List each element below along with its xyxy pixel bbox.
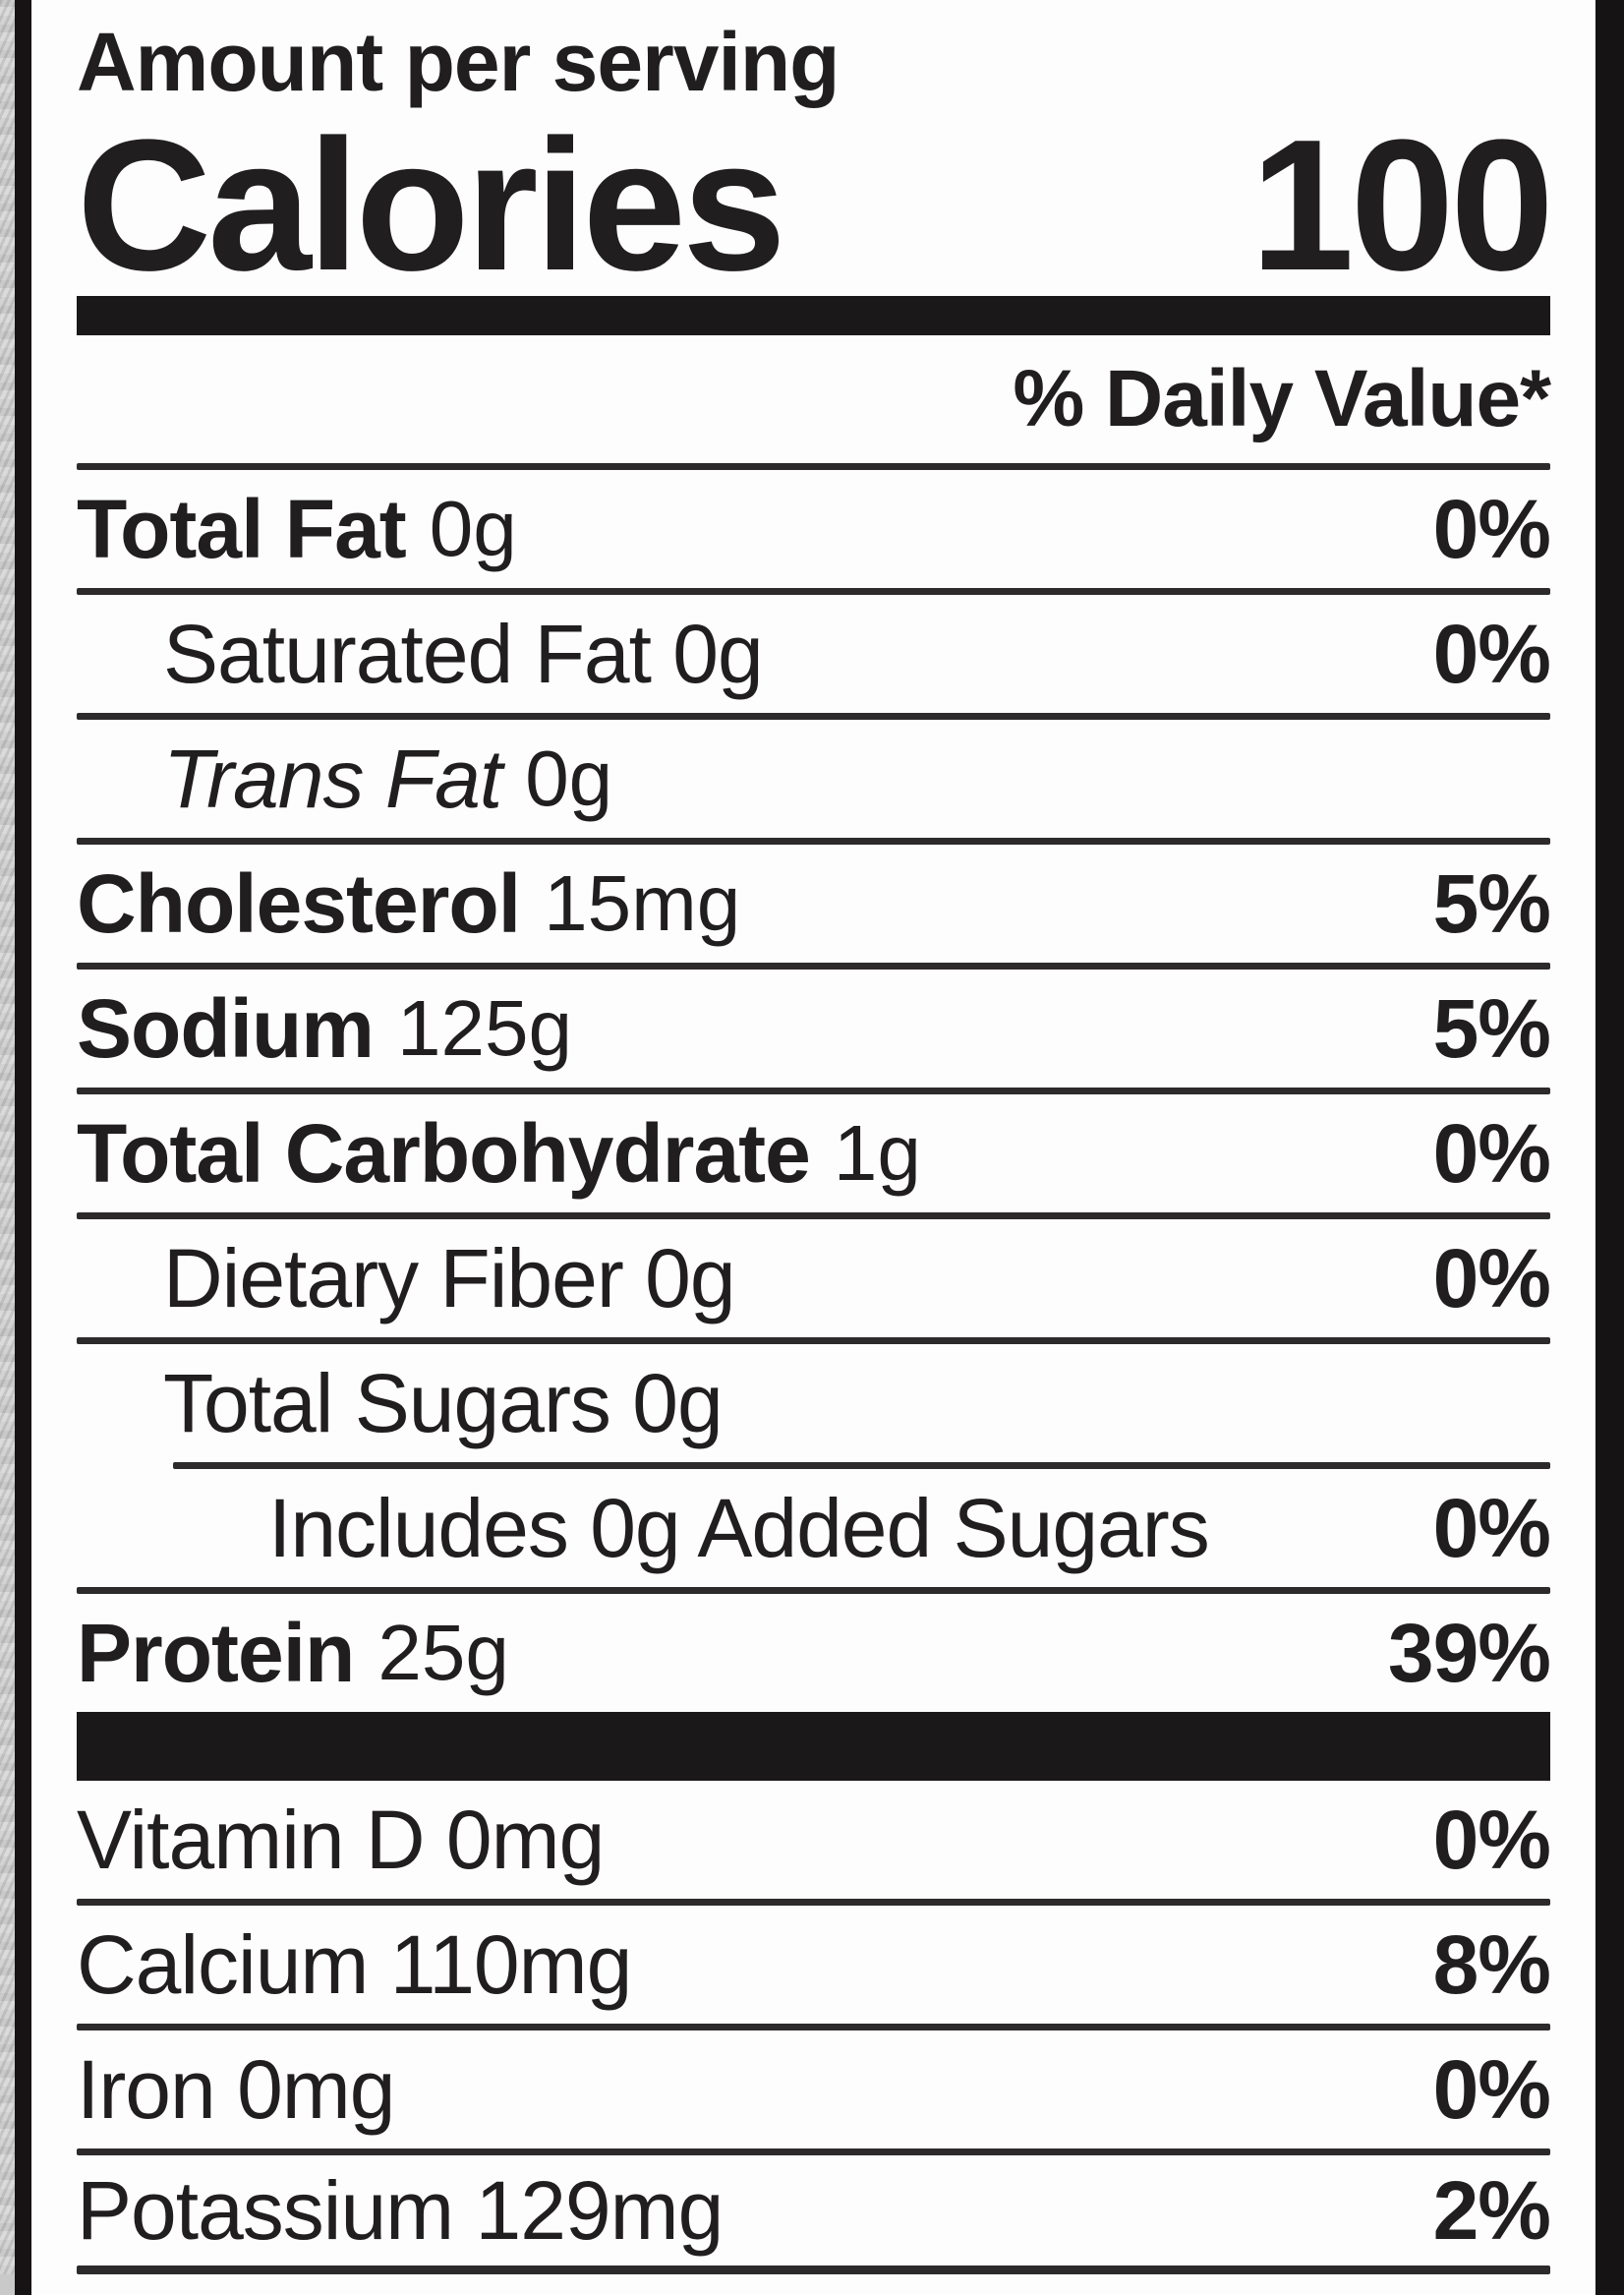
nutrient-row-sodium: Sodium 125g 5% bbox=[77, 970, 1551, 1088]
nutrient-name: Sodium bbox=[77, 981, 375, 1075]
nutrient-name: Saturated Fat 0g bbox=[163, 607, 764, 700]
daily-value: 8% bbox=[1432, 1917, 1551, 2011]
separator bbox=[77, 713, 1550, 720]
nutrient-name: Includes 0g Added Sugars bbox=[268, 1481, 1210, 1574]
nutrient-name: Dietary Fiber 0g bbox=[163, 1231, 736, 1324]
nutrient-name: Vitamin D 0mg bbox=[77, 1793, 605, 1886]
nutrient-row-trans-fat: Trans Fat 0g bbox=[77, 720, 1550, 838]
label-content: Amount per serving Calories 100 % Daily … bbox=[31, 0, 1595, 2295]
separator bbox=[77, 2024, 1550, 2030]
daily-value-header-text: % Daily Value* bbox=[1013, 354, 1551, 443]
separator bbox=[77, 588, 1550, 595]
nutrient-name: Total Carbohydrate bbox=[77, 1106, 811, 1200]
calories-label: Calories bbox=[77, 100, 786, 310]
nutrient-name: Calcium 110mg bbox=[77, 1917, 632, 2011]
nutrient-name: Total Fat bbox=[77, 482, 407, 575]
nutrient-amount: 15mg bbox=[544, 859, 741, 947]
nutrient-name: Potassium 129mg bbox=[77, 2163, 724, 2257]
amount-per-serving-row: Amount per serving bbox=[77, 0, 1550, 114]
calories-row: Calories 100 bbox=[77, 100, 1554, 310]
nutrient-name: Cholesterol bbox=[77, 856, 521, 950]
daily-value: 5% bbox=[1432, 856, 1551, 950]
nutrient-row-calcium: Calcium 110mg 8% bbox=[77, 1906, 1551, 2024]
separator bbox=[77, 2148, 1550, 2155]
daily-value: 0% bbox=[1432, 2042, 1551, 2136]
nutrient-row-total-carbohydrate: Total Carbohydrate 1g 0% bbox=[77, 1094, 1551, 1212]
separator-bottom-cut bbox=[77, 2266, 1550, 2274]
separator bbox=[77, 463, 1550, 470]
separator bbox=[77, 1899, 1550, 1906]
amount-per-serving-text: Amount per serving bbox=[77, 16, 840, 108]
separator bbox=[77, 1337, 1550, 1344]
nutrient-row-added-sugars: Includes 0g Added Sugars 0% bbox=[77, 1469, 1551, 1587]
nutrient-amount: 0g bbox=[525, 735, 613, 822]
nutrient-row-total-sugars: Total Sugars 0g bbox=[77, 1344, 1550, 1462]
calories-value: 100 bbox=[1249, 100, 1554, 310]
daily-value: 0% bbox=[1432, 1793, 1551, 1886]
nutrient-name: Iron 0mg bbox=[77, 2042, 395, 2136]
nutrient-amount: 25g bbox=[377, 1609, 509, 1696]
nutrient-row-protein: Protein 25g 39% bbox=[77, 1594, 1551, 1712]
thick-divider-bar-bottom bbox=[77, 1712, 1550, 1781]
daily-value-header-row: % Daily Value* bbox=[77, 335, 1551, 463]
separator bbox=[77, 1587, 1550, 1594]
daily-value: 0% bbox=[1432, 1106, 1551, 1200]
daily-value: 5% bbox=[1432, 981, 1551, 1075]
nutrient-name: Protein bbox=[77, 1606, 355, 1699]
nutrient-amount: 1g bbox=[833, 1109, 921, 1197]
nutrient-amount: 0g bbox=[429, 485, 517, 572]
separator bbox=[77, 838, 1550, 845]
nutrient-amount: 125g bbox=[397, 984, 572, 1072]
daily-value: 0% bbox=[1432, 482, 1551, 575]
separator bbox=[77, 1212, 1550, 1219]
nutrient-row-potassium: Potassium 129mg 2% bbox=[77, 2155, 1551, 2266]
daily-value: 0% bbox=[1432, 1481, 1551, 1574]
nutrient-row-vitamin-d: Vitamin D 0mg 0% bbox=[77, 1781, 1551, 1899]
separator bbox=[77, 963, 1550, 970]
nutrient-row-dietary-fiber: Dietary Fiber 0g 0% bbox=[77, 1219, 1551, 1337]
nutrient-row-iron: Iron 0mg 0% bbox=[77, 2030, 1551, 2148]
daily-value: 0% bbox=[1432, 607, 1551, 700]
nutrition-facts-label: Amount per serving Calories 100 % Daily … bbox=[15, 0, 1624, 2295]
background-texture-strip bbox=[0, 0, 15, 2274]
nutrient-row-saturated-fat: Saturated Fat 0g 0% bbox=[77, 595, 1551, 713]
thick-divider-bar-top bbox=[77, 296, 1550, 335]
daily-value: 0% bbox=[1432, 1231, 1551, 1324]
nutrient-name: Total Sugars 0g bbox=[163, 1356, 724, 1449]
nutrient-row-cholesterol: Cholesterol 15mg 5% bbox=[77, 845, 1551, 963]
separator bbox=[77, 1088, 1550, 1094]
separator-indented bbox=[173, 1462, 1550, 1469]
daily-value: 2% bbox=[1432, 2163, 1551, 2257]
daily-value: 39% bbox=[1387, 1606, 1551, 1699]
nutrient-row-total-fat: Total Fat 0g 0% bbox=[77, 470, 1551, 588]
nutrient-name: Trans Fat bbox=[163, 732, 502, 825]
